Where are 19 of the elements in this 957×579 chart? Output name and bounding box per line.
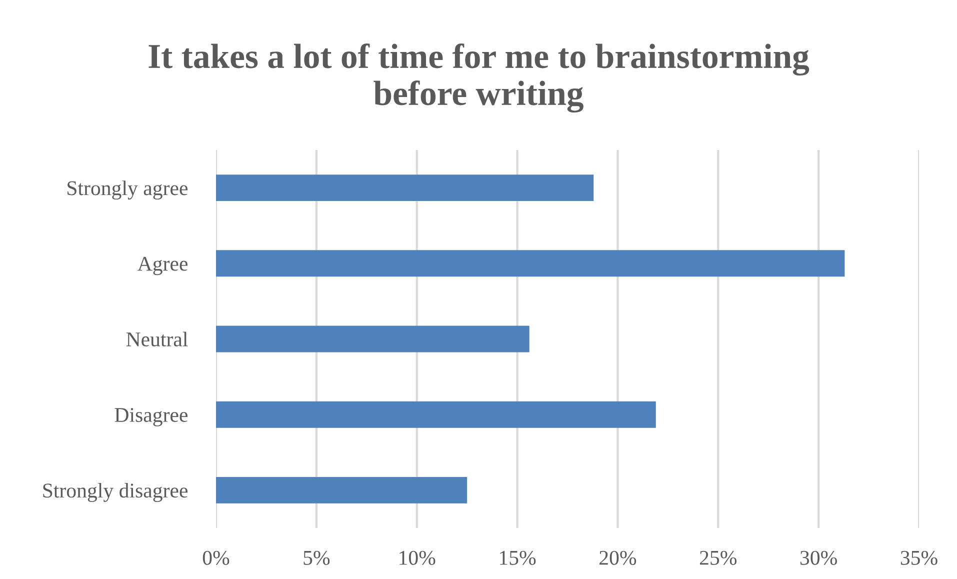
bar <box>216 326 530 352</box>
y-tick-label: Agree <box>138 256 188 276</box>
bar <box>216 250 845 277</box>
x-tick-label: 15% <box>500 550 536 565</box>
chart-title: It takes a lot of time for me to brainstorming before writing <box>148 43 810 113</box>
x-tick-label: 10% <box>400 550 436 565</box>
x-tick-label: 35% <box>900 550 938 565</box>
y-tick-label: Neutral <box>126 332 188 346</box>
bar <box>216 401 656 428</box>
y-tick-label: Strongly agree <box>68 180 188 200</box>
x-tick-label: 5% <box>304 550 330 565</box>
x-tick-label: 0% <box>202 550 230 565</box>
y-tick-label: Strongly disagree <box>43 482 188 502</box>
bar <box>216 476 468 504</box>
x-tick-label: 25% <box>700 550 737 565</box>
x-tick-label: 20% <box>600 550 636 565</box>
bar <box>216 174 594 202</box>
y-tick-label: Disagree <box>114 408 188 426</box>
x-tick-label: 30% <box>800 550 837 565</box>
